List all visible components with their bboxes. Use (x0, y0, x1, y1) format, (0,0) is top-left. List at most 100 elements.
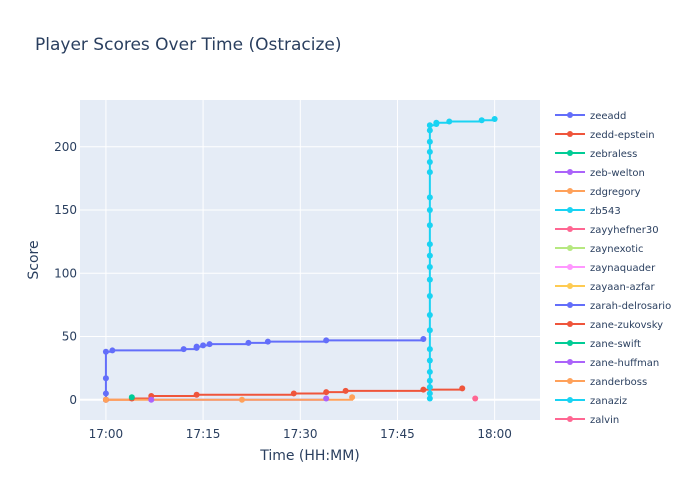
data-point-zb543 (491, 115, 498, 122)
legend-swatch-marker (567, 207, 573, 213)
data-point-zb543 (433, 119, 440, 126)
legend-swatch-marker (567, 416, 573, 422)
legend-label: zarah-delrosario (590, 301, 671, 312)
y-tick-label: 100 (54, 266, 77, 280)
legend-swatch-marker (567, 245, 573, 251)
data-point-zedd-epstein (459, 385, 466, 392)
legend-swatch-marker (567, 169, 573, 175)
data-point-zebraless (128, 394, 135, 401)
data-point-zb543 (426, 148, 433, 155)
data-point-zb543 (426, 122, 433, 129)
legend-item-zalvin[interactable]: zalvin (555, 415, 619, 426)
legend-swatch-marker (567, 226, 573, 232)
legend-item-zebraless[interactable]: zebraless (555, 149, 637, 160)
data-point-zdgregory (238, 396, 245, 403)
legend-item-zdgregory[interactable]: zdgregory (555, 187, 641, 198)
data-point-zeeadd (180, 346, 187, 353)
x-axis-title: Time (HH:MM) (259, 448, 360, 464)
legend-item-zanaziz[interactable]: zanaziz (555, 396, 627, 407)
data-point-zdgregory (349, 394, 356, 401)
legend-item-zeeadd[interactable]: zeeadd (555, 111, 626, 122)
legend-label: zeb-welton (590, 168, 645, 179)
legend-swatch-marker (567, 188, 573, 194)
legend-item-zayyhefner30[interactable]: zayyhefner30 (555, 225, 659, 236)
legend-swatch-marker (567, 359, 573, 365)
legend-item-zaynexotic[interactable]: zaynexotic (555, 244, 644, 255)
data-point-zb543 (426, 293, 433, 300)
legend-item-zane-huffman[interactable]: zane-huffman (555, 358, 659, 369)
data-point-zeeadd (323, 337, 330, 344)
data-point-zeeadd (102, 375, 109, 382)
legend-label: zanderboss (590, 377, 647, 388)
legend-swatch-marker (567, 321, 573, 327)
y-tick-label: 0 (69, 393, 77, 407)
legend-item-zane-swift[interactable]: zane-swift (555, 339, 641, 350)
data-point-zb543 (478, 117, 485, 124)
y-tick-label: 200 (54, 140, 77, 154)
legend-item-zanderboss[interactable]: zanderboss (555, 377, 647, 388)
data-point-zb543 (426, 276, 433, 283)
data-point-zb543 (426, 222, 433, 229)
legend-label: zane-huffman (590, 358, 659, 369)
legend-label: zalvin (590, 415, 619, 426)
data-point-zb543 (426, 241, 433, 248)
data-point-zb543 (446, 118, 453, 125)
x-tick-label: 17:15 (186, 427, 221, 441)
legend-label: zeeadd (590, 111, 626, 122)
data-point-zb543 (426, 138, 433, 145)
data-point-zayyhefner30 (472, 395, 479, 402)
data-point-zdgregory (102, 396, 109, 403)
legend-label: zedd-epstein (590, 130, 655, 141)
data-point-zeb-welton (148, 396, 155, 403)
y-axis-title: Score (26, 240, 42, 279)
legend-swatch-marker (567, 397, 573, 403)
data-point-zb543 (426, 357, 433, 364)
legend-label: zayaan-azfar (590, 282, 656, 293)
data-point-zb543 (426, 377, 433, 384)
data-point-zedd-epstein (323, 389, 330, 396)
data-point-zedd-epstein (342, 387, 349, 394)
data-point-zedd-epstein (193, 391, 200, 398)
legend-item-zaynaquader[interactable]: zaynaquader (555, 263, 656, 274)
legend-item-zayaan-azfar[interactable]: zayaan-azfar (555, 282, 656, 293)
x-tick-label: 17:30 (283, 427, 318, 441)
data-point-zedd-epstein (290, 390, 297, 397)
legend-swatch-marker (567, 340, 573, 346)
data-point-zb543 (426, 384, 433, 391)
legend-label: zdgregory (590, 187, 641, 198)
legend-swatch-marker (567, 112, 573, 118)
series-points (102, 115, 498, 403)
x-tick-labels: 17:00 17:15 17:30 17:45 18:00 (89, 427, 512, 441)
data-point-zb543 (426, 390, 433, 397)
legend-swatch-marker (567, 131, 573, 137)
legend-label: zaynexotic (590, 244, 644, 255)
y-tick-label: 50 (62, 330, 77, 344)
legend-swatch-marker (567, 378, 573, 384)
legend-item-zb543[interactable]: zb543 (555, 206, 621, 217)
data-point-zb543 (426, 346, 433, 353)
legend-swatch-marker (567, 302, 573, 308)
data-point-zb543 (426, 207, 433, 214)
legend-swatch-marker (567, 264, 573, 270)
legend-item-zedd-epstein[interactable]: zedd-epstein (555, 130, 655, 141)
legend-label: zayyhefner30 (590, 225, 659, 236)
legend-label: zane-swift (590, 339, 641, 350)
legend[interactable]: zeeadd zedd-epstein zebraless zeb-welton zdg… (555, 111, 671, 426)
data-point-zeeadd (193, 343, 200, 350)
data-point-zeeadd (109, 347, 116, 354)
legend-item-zane-zukovsky[interactable]: zane-zukovsky (555, 320, 663, 331)
legend-label: zaynaquader (590, 263, 656, 274)
data-point-zeeadd (102, 348, 109, 355)
data-point-zb543 (426, 395, 433, 402)
data-point-zeeadd (245, 339, 252, 346)
data-point-zeeadd (420, 336, 427, 343)
legend-item-zeb-welton[interactable]: zeb-welton (555, 168, 645, 179)
plot-background (80, 100, 540, 420)
legend-label: zane-zukovsky (590, 320, 663, 331)
legend-label: zanaziz (590, 396, 627, 407)
data-point-zeeadd (206, 341, 213, 348)
legend-swatch-marker (567, 150, 573, 156)
x-tick-label: 17:45 (380, 427, 415, 441)
data-point-zb543 (426, 263, 433, 270)
legend-item-zarah-delrosario[interactable]: zarah-delrosario (555, 301, 671, 312)
